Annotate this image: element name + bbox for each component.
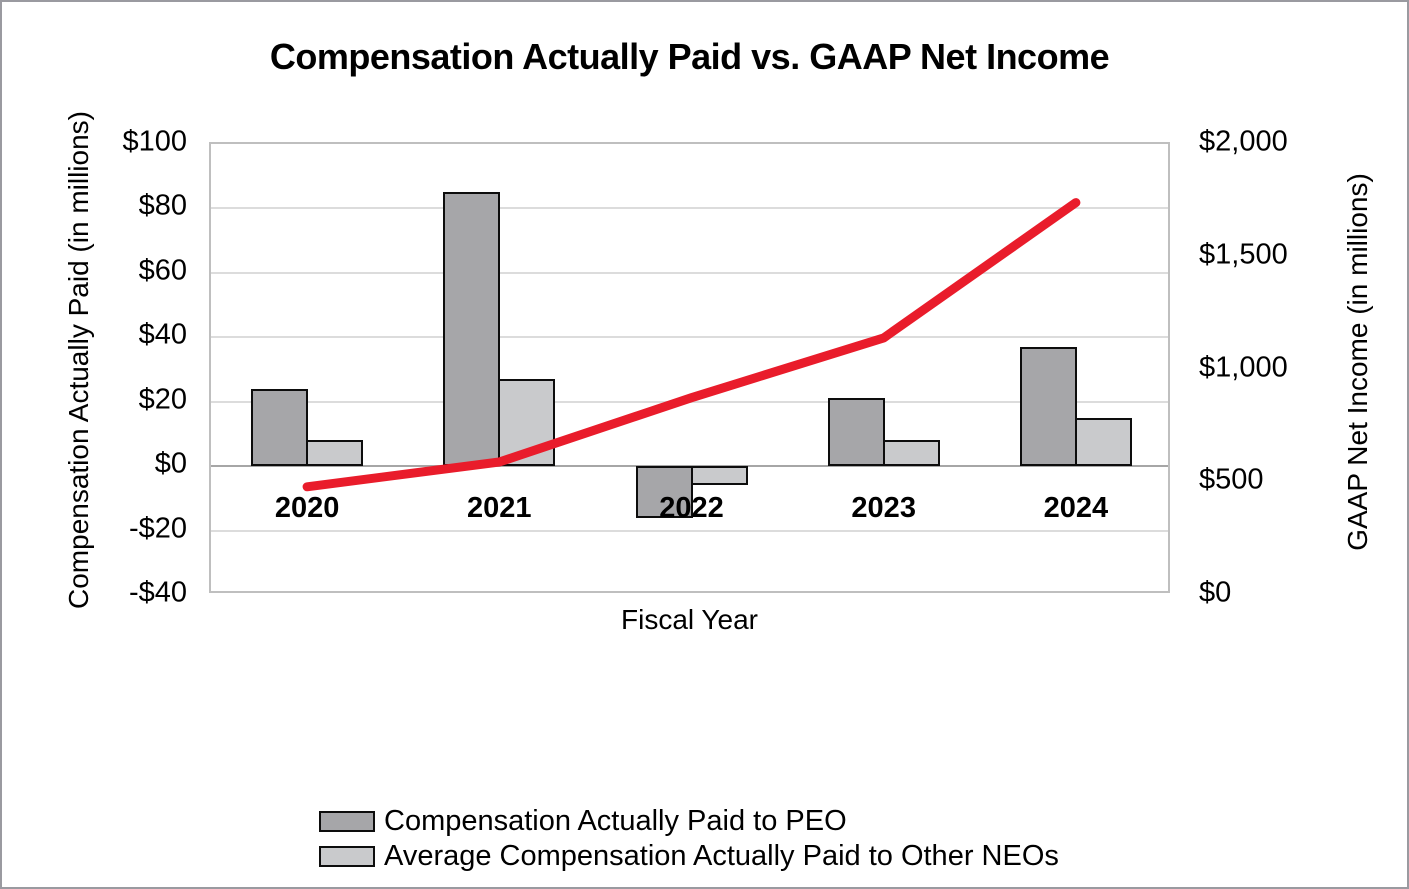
left-tick: $60 bbox=[138, 254, 187, 287]
x-tick-2020: 2020 bbox=[274, 492, 340, 525]
chart-title: Compensation Actually Paid vs. GAAP Net … bbox=[269, 36, 1110, 77]
right-tick: $1,000 bbox=[1199, 351, 1288, 383]
gridline bbox=[211, 336, 1168, 339]
bar-peo-2020 bbox=[251, 388, 309, 467]
bar-peo-2021 bbox=[443, 192, 501, 467]
legend-entry: Average Compensation Actually Paid to Ot… bbox=[319, 839, 1059, 874]
bar-neo-2022 bbox=[690, 466, 748, 486]
gaap-net-income-line bbox=[302, 198, 1081, 492]
bar-peo-2023 bbox=[827, 398, 885, 467]
legend-swatch-peo bbox=[319, 811, 375, 832]
x-tick-2023: 2023 bbox=[851, 492, 916, 525]
left-tick: $80 bbox=[138, 189, 187, 222]
legend: Compensation Actually Paid to PEO Average… bbox=[319, 804, 1059, 874]
left-tick: -$40 bbox=[128, 576, 187, 609]
x-tick-2021: 2021 bbox=[467, 492, 532, 525]
left-tick: -$20 bbox=[128, 512, 187, 545]
right-tick: $0 bbox=[1199, 576, 1232, 609]
right-axis-title: GAAP Net Income (in millions) bbox=[1342, 173, 1373, 551]
line-path bbox=[302, 198, 1081, 492]
x-axis-title: Fiscal Year bbox=[621, 604, 758, 635]
gridline bbox=[211, 271, 1168, 274]
bar-neo-2023 bbox=[882, 440, 940, 467]
x-tick-2022: 2022 bbox=[659, 492, 724, 525]
left-tick: $40 bbox=[138, 318, 187, 351]
bar-neo-2020 bbox=[306, 440, 364, 467]
x-tick-2024: 2024 bbox=[1043, 492, 1109, 525]
gridline bbox=[211, 207, 1168, 210]
right-tick: $500 bbox=[1199, 463, 1264, 496]
legend-label: Compensation Actually Paid to PEO bbox=[384, 805, 847, 837]
legend-swatch-neo bbox=[319, 846, 375, 867]
bar-neo-2024 bbox=[1074, 417, 1132, 467]
left-tick: $100 bbox=[122, 125, 187, 158]
left-tick: $0 bbox=[154, 447, 187, 480]
right-tick: $2,000 bbox=[1199, 125, 1288, 158]
right-tick: $1,500 bbox=[1199, 238, 1288, 271]
gridline bbox=[211, 529, 1168, 532]
left-tick: $20 bbox=[138, 383, 187, 416]
legend-entry: Compensation Actually Paid to PEO bbox=[319, 804, 1059, 839]
plot-area: 2020 2021 2022 2023 2024 bbox=[209, 142, 1170, 593]
bar-peo-2024 bbox=[1019, 346, 1077, 467]
legend-label: Average Compensation Actually Paid to Ot… bbox=[384, 840, 1059, 872]
bar-peo-2022 bbox=[635, 466, 693, 518]
